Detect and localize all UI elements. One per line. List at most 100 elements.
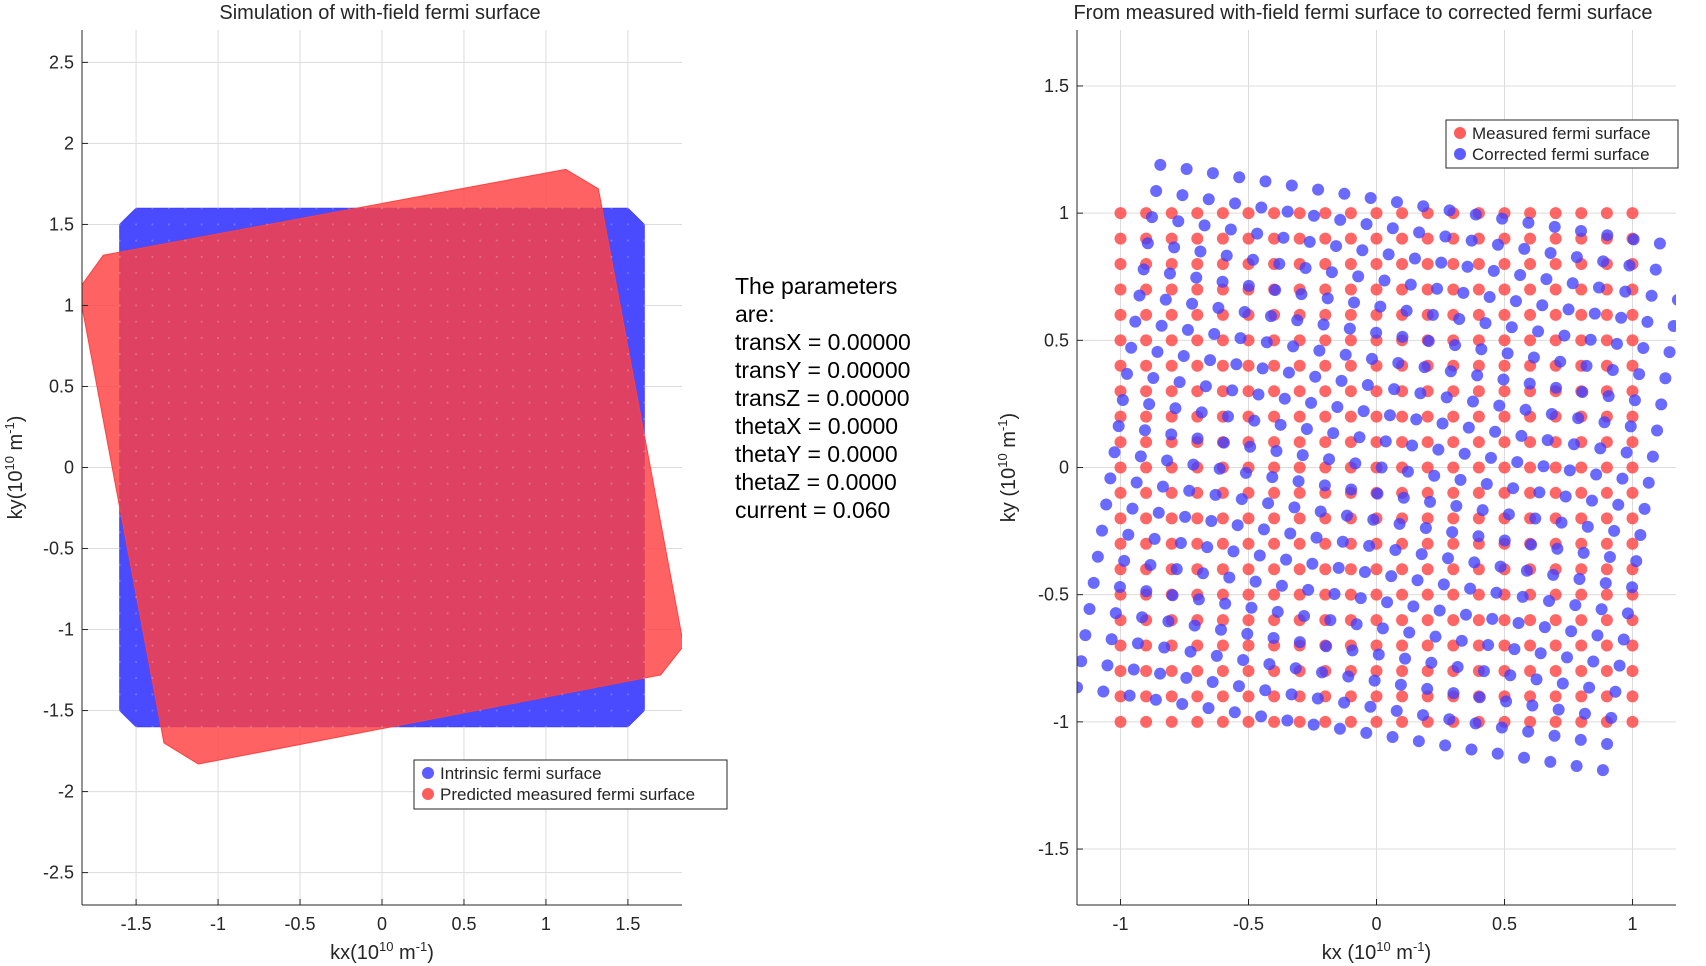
corrected-point	[1608, 524, 1621, 537]
texture-dot	[364, 579, 367, 583]
texture-dot	[134, 498, 138, 502]
texture-dot	[249, 239, 252, 242]
corrected-point	[1555, 516, 1568, 529]
texture-dot	[200, 401, 203, 404]
texture-dot	[561, 693, 564, 696]
texture-dot	[216, 385, 220, 388]
corrected-point	[1087, 576, 1100, 589]
measured-point	[1447, 461, 1460, 474]
texture-dot	[266, 433, 269, 437]
corrected-point	[1083, 603, 1096, 616]
measured-point	[1319, 385, 1332, 398]
texture-dot	[512, 515, 515, 518]
corrected-point	[1331, 400, 1344, 413]
texture-dot	[348, 352, 351, 356]
texture-dot	[364, 612, 367, 615]
texture-dot	[298, 271, 302, 275]
texture-dot	[397, 223, 400, 226]
texture-dot	[134, 466, 138, 469]
texture-dot	[495, 401, 498, 404]
texture-dot	[380, 563, 384, 566]
corrected-point	[1291, 314, 1304, 327]
texture-dot	[626, 401, 630, 404]
corrected-point	[1533, 486, 1546, 499]
texture-dot	[430, 369, 433, 372]
measured-point	[1498, 385, 1511, 398]
texture-dot	[643, 709, 646, 712]
texture-dot	[430, 433, 433, 437]
measured-point	[1396, 664, 1409, 677]
corrected-point	[1437, 578, 1450, 591]
measured-point	[1626, 537, 1639, 550]
measured-point	[1600, 308, 1613, 321]
texture-dot	[380, 612, 384, 615]
plot-area	[1077, 158, 1676, 777]
measured-point	[1600, 207, 1613, 220]
texture-dot	[397, 304, 400, 307]
texture-dot	[479, 466, 482, 469]
texture-dot	[544, 660, 548, 664]
texture-dot	[151, 725, 154, 728]
texture-dot	[118, 515, 121, 518]
texture-dot	[315, 482, 318, 485]
corrected-point	[1239, 466, 1252, 479]
texture-dot	[348, 677, 351, 680]
texture-dot	[216, 255, 220, 258]
texture-dot	[249, 223, 252, 226]
corrected-point	[1508, 643, 1521, 656]
texture-dot	[282, 271, 285, 275]
measured-point	[1421, 461, 1434, 474]
predicted-surface-region	[82, 168, 682, 765]
measured-point	[1626, 436, 1639, 449]
param-line: The parameters	[735, 273, 898, 299]
corrected-point	[1459, 608, 1472, 621]
texture-dot	[397, 466, 400, 469]
texture-dot	[134, 563, 138, 566]
texture-dot	[266, 401, 269, 404]
texture-dot	[331, 223, 334, 226]
measured-point	[1370, 664, 1383, 677]
texture-dot	[118, 255, 121, 258]
texture-dot	[233, 223, 236, 226]
corrected-point	[1544, 755, 1557, 768]
texture-dot	[413, 531, 416, 534]
texture-dot	[397, 255, 400, 258]
corrected-point	[1578, 707, 1591, 720]
texture-dot	[348, 596, 351, 599]
corrected-point	[1477, 665, 1490, 678]
texture-dot	[151, 660, 154, 664]
texture-dot	[151, 271, 154, 275]
texture-dot	[233, 320, 236, 323]
texture-dot	[446, 515, 449, 518]
corrected-point	[1556, 677, 1569, 690]
texture-dot	[430, 579, 433, 583]
texture-dot	[397, 336, 400, 339]
texture-dot	[413, 417, 416, 420]
measured-point	[1524, 486, 1537, 499]
corrected-point	[1176, 697, 1189, 710]
texture-dot	[528, 725, 531, 728]
measured-point	[1344, 385, 1357, 398]
texture-dot	[364, 466, 367, 469]
measured-point	[1293, 563, 1306, 576]
texture-dot	[544, 304, 548, 307]
texture-dot	[282, 450, 285, 453]
texture-dot	[151, 336, 154, 339]
texture-dot	[430, 693, 433, 696]
corrected-point	[1532, 325, 1545, 338]
corrected-point	[1400, 304, 1413, 317]
texture-dot	[528, 547, 531, 550]
texture-dot	[544, 320, 548, 323]
texture-dot	[151, 579, 154, 583]
texture-dot	[216, 515, 220, 518]
corrected-point	[1497, 373, 1510, 386]
measured-point	[1524, 232, 1537, 245]
texture-dot	[512, 628, 515, 631]
texture-dot	[528, 239, 531, 242]
texture-dot	[200, 369, 203, 372]
texture-dot	[167, 304, 170, 307]
texture-dot	[430, 320, 433, 323]
texture-dot	[184, 466, 187, 469]
texture-dot	[495, 515, 498, 518]
corrected-point	[1348, 296, 1361, 309]
